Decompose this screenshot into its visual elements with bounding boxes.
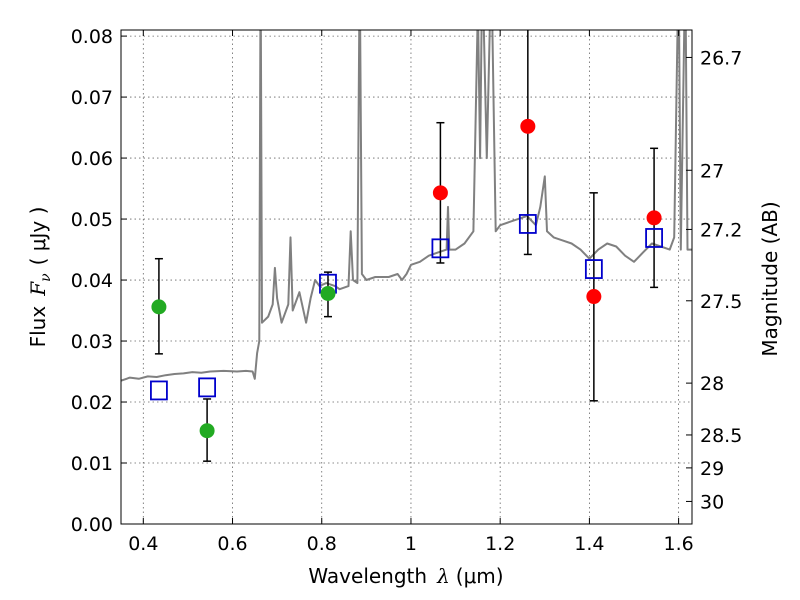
model-spectrum-line xyxy=(121,30,692,382)
y2-tick-label: 30 xyxy=(700,491,724,513)
y2-tick-label: 26.7 xyxy=(700,47,742,69)
model-band-square xyxy=(150,380,168,401)
observed-point-red xyxy=(520,118,536,134)
model-band-square xyxy=(518,214,537,234)
plot-frame xyxy=(120,29,693,525)
observed-point-green xyxy=(320,285,336,301)
y-tick-label: 0.01 xyxy=(71,453,113,475)
x-axis-title-symbol: λ xyxy=(436,564,450,588)
x-tick-label: 1 xyxy=(405,533,417,555)
y-axis-title: Flux Fν ( μJy ) xyxy=(26,207,54,348)
x-axis-title-main: Wavelength xyxy=(308,564,427,588)
y-tick-label: 0.06 xyxy=(71,148,113,170)
observed-point-red xyxy=(646,210,662,226)
observed-point-green xyxy=(151,299,167,315)
y-axis-ticks: 0.00 0.01 0.02 0.03 0.04 0.05 0.06 0.07 0.08 xyxy=(71,26,127,536)
observed-point-red xyxy=(586,289,602,305)
y2-tick-label: 27 xyxy=(700,160,724,182)
y-axis-title-unit: ( μJy ) xyxy=(26,207,50,266)
x-axis-ticks: 0.4 0.6 0.8 1 1.2 1.4 1.6 xyxy=(128,30,694,555)
y2-axis-title: Magnitude (AB) xyxy=(758,201,782,356)
model-spectrum-layer xyxy=(121,30,692,382)
x-tick-label: 1.4 xyxy=(574,533,604,555)
y2-tick-label: 27.5 xyxy=(700,291,742,313)
observed-point-green xyxy=(199,423,215,439)
y-tick-label: 0.03 xyxy=(71,331,113,353)
model-band-square xyxy=(645,228,663,248)
x-tick-label: 0.6 xyxy=(217,533,247,555)
y-tick-label: 0.02 xyxy=(71,392,113,414)
model-band-square xyxy=(198,377,216,398)
y-tick-label: 0.08 xyxy=(71,26,113,48)
model-band-layer xyxy=(150,214,663,401)
y-axis-title-main: Flux xyxy=(26,306,50,348)
y-axis-title-symbol: F xyxy=(26,281,50,297)
y-tick-label: 0.04 xyxy=(71,270,113,292)
y-tick-label: 0.00 xyxy=(71,514,113,536)
x-axis-title-unit: (μm) xyxy=(456,564,504,588)
observed-point-layer xyxy=(151,118,662,439)
plot-background xyxy=(121,30,692,524)
x-tick-label: 1.2 xyxy=(485,533,515,555)
x-tick-label: 1.6 xyxy=(664,533,694,555)
model-band-square xyxy=(584,259,603,279)
model-band-square xyxy=(431,238,450,259)
y2-tick-label: 29 xyxy=(700,458,724,480)
observed-point-red xyxy=(432,185,448,201)
x-tick-label: 0.8 xyxy=(307,533,337,555)
y2-axis-ticks: 26.7 27 27.2 27.5 28 28.5 29 30 xyxy=(686,47,742,513)
y2-tick-label: 28 xyxy=(700,373,724,395)
x-axis-title: Wavelength λ (μm) xyxy=(308,564,503,588)
x-tick-label: 0.4 xyxy=(128,533,158,555)
y-axis-title-subscript: ν xyxy=(38,273,54,282)
y2-tick-label: 28.5 xyxy=(700,425,742,447)
y-tick-label: 0.07 xyxy=(71,87,113,109)
y-tick-label: 0.05 xyxy=(71,209,113,231)
y2-tick-label: 27.2 xyxy=(700,219,742,241)
